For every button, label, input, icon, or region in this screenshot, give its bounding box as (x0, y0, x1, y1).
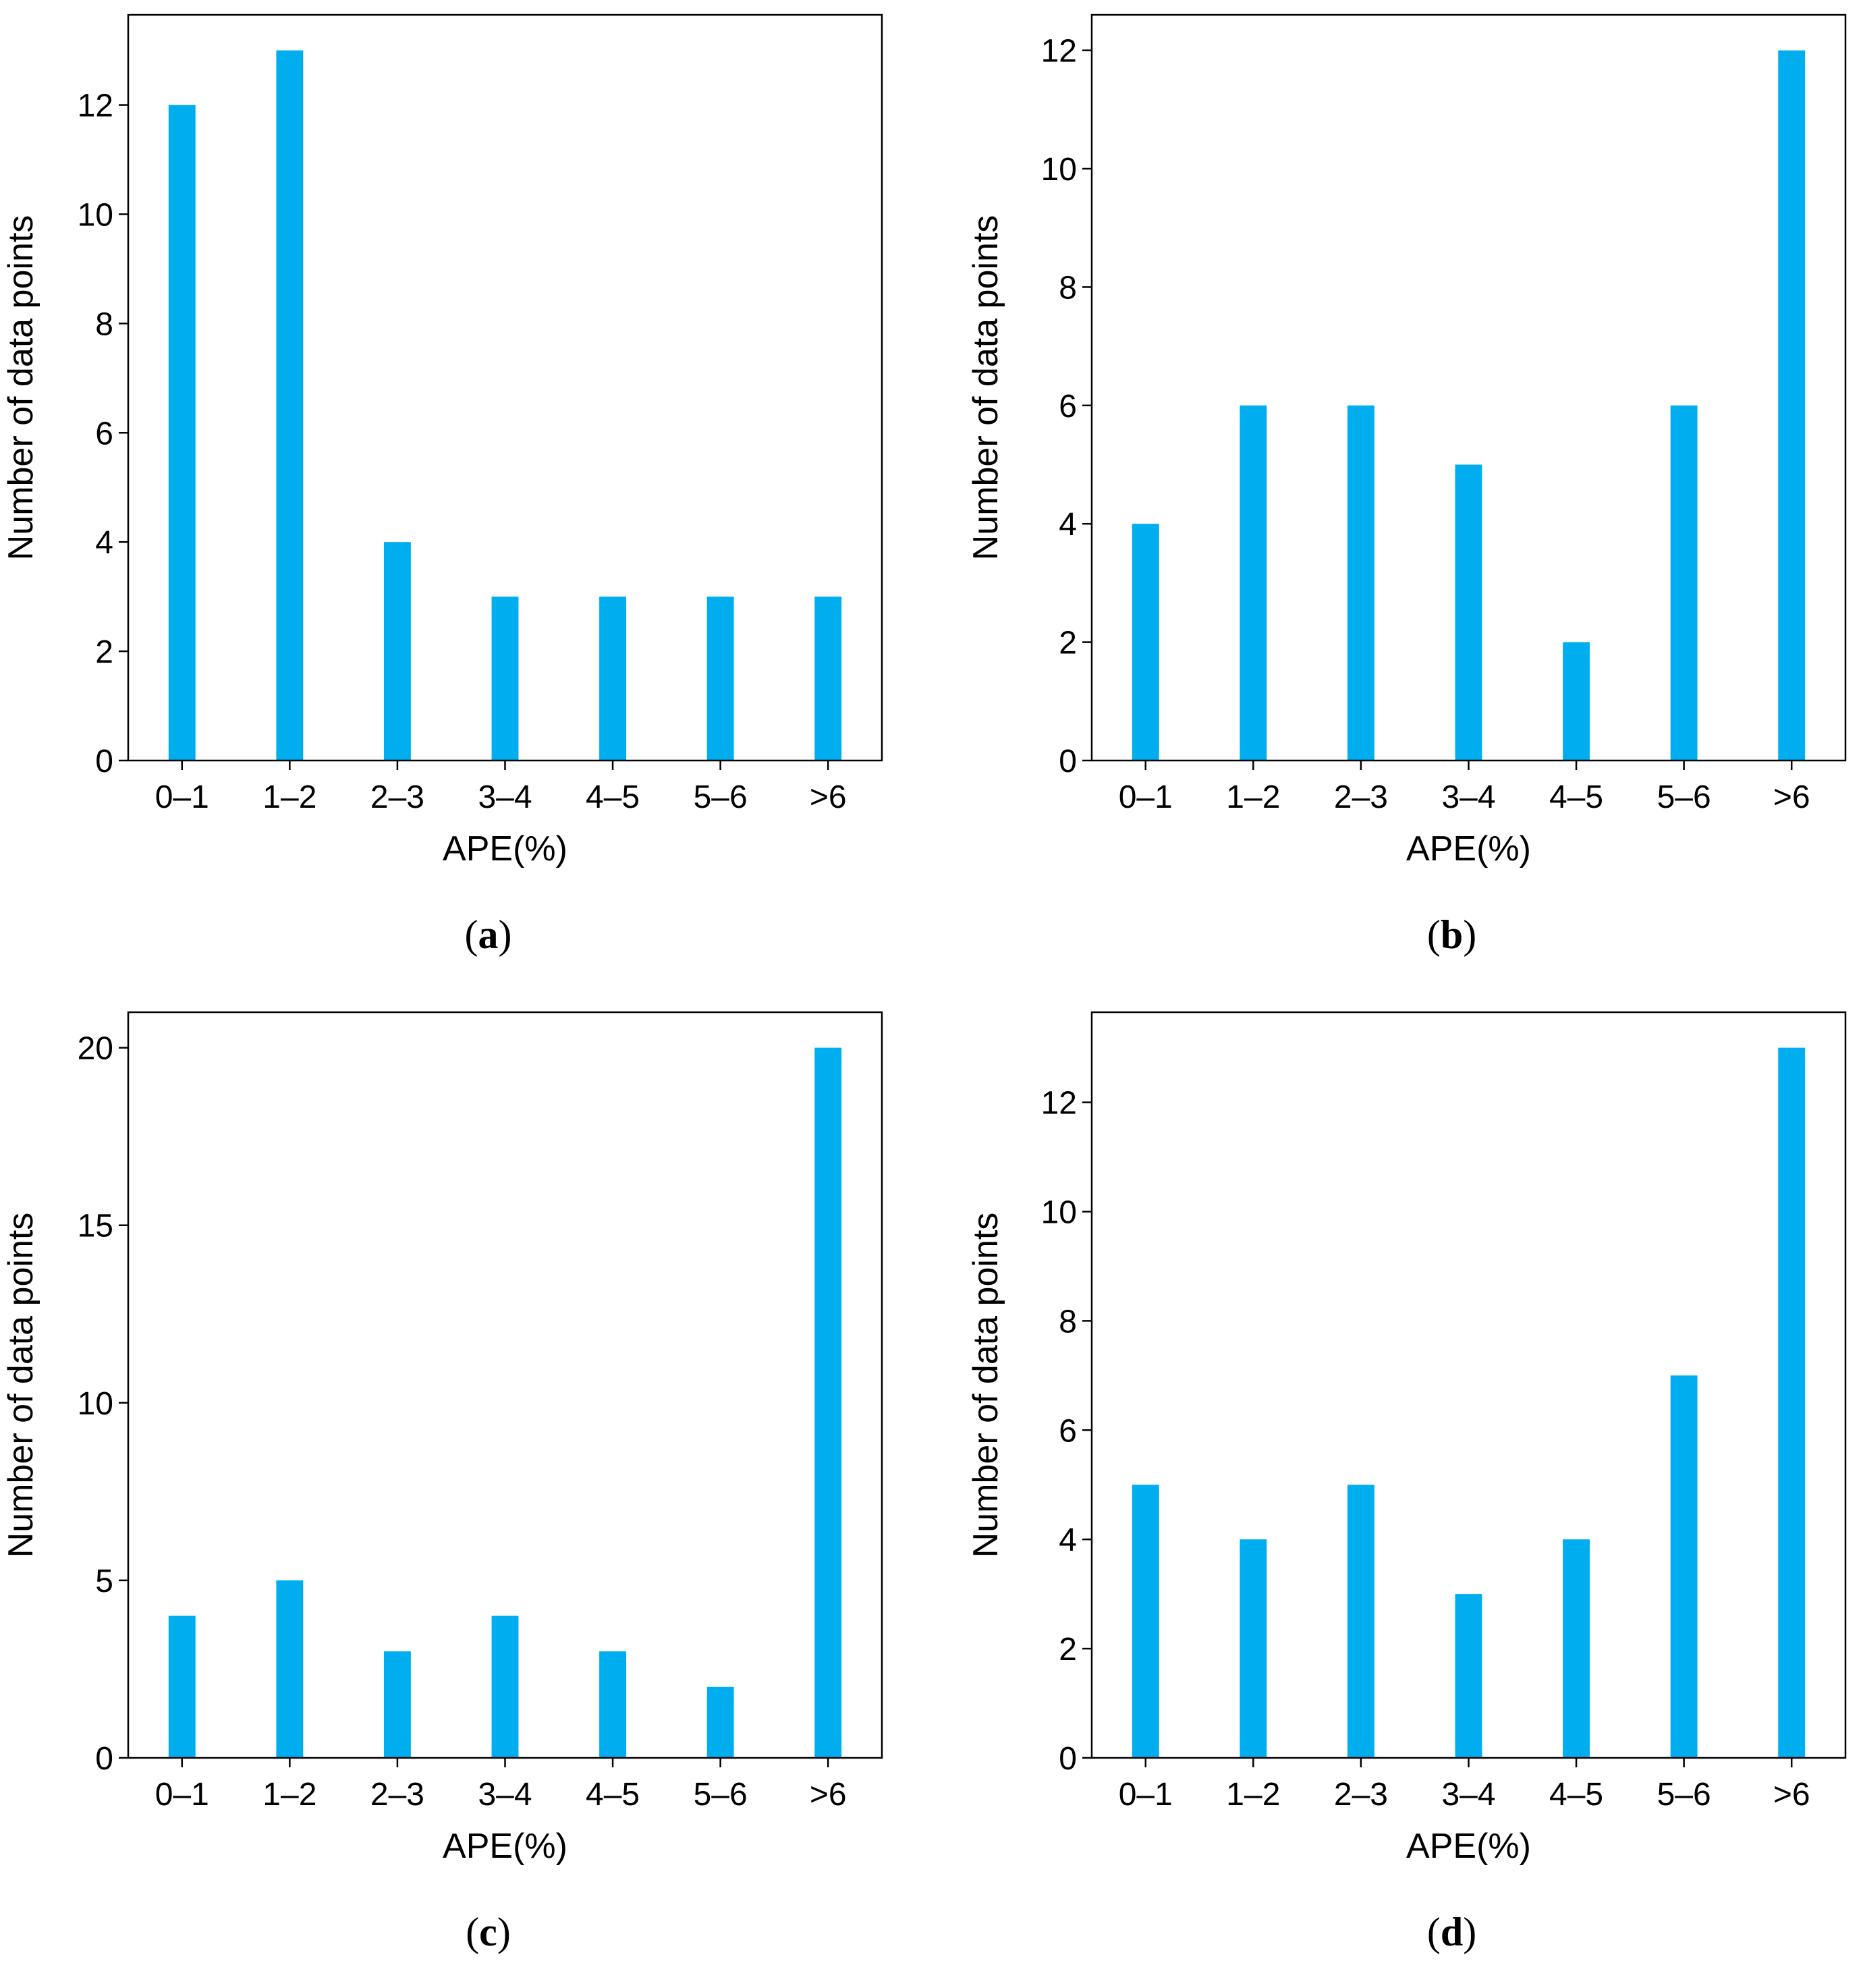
y-tick-label: 0 (95, 744, 113, 779)
y-tick-label: 12 (78, 88, 113, 124)
x-tick-label: 3–4 (478, 779, 532, 815)
bar-b-3 (1347, 405, 1374, 761)
y-tick-label: 8 (1059, 1304, 1077, 1340)
x-axis-title: APE(%) (1406, 829, 1531, 868)
x-tick-label: 1–2 (262, 779, 316, 815)
panel-label: (c) (466, 1910, 511, 1954)
y-axis-title: Number of data points (1, 215, 40, 561)
x-tick-label: 0–1 (155, 1777, 209, 1813)
x-tick-label: 4–5 (586, 1777, 640, 1813)
bar-c-6 (706, 1686, 734, 1758)
y-tick-label: 2 (1059, 1632, 1077, 1667)
y-tick-label: 2 (1059, 626, 1077, 661)
bar-a-7 (814, 597, 842, 761)
bar-b-6 (1670, 405, 1698, 761)
bar-b-5 (1563, 642, 1590, 761)
y-tick-label: 4 (1059, 507, 1077, 543)
bar-a-3 (383, 542, 411, 761)
y-tick-label: 0 (1059, 1741, 1077, 1777)
y-tick-label: 4 (95, 525, 113, 561)
chart-panel-d: 0 2 4 6 8 10 12 0–1 1–2 2–3 3–4 4–5 5–6 >6 APE(%) Numbe… (966, 1011, 1847, 1954)
panel-label: (d) (1427, 1910, 1476, 1954)
bar-a-5 (599, 597, 627, 761)
y-tick-label: 12 (1041, 34, 1077, 70)
x-tick-label: 1–2 (1226, 1777, 1280, 1813)
x-tick-label: >6 (1773, 1777, 1810, 1813)
chart-panel-c: 0 5 10 15 20 0–1 1–2 2–3 3–4 4–5 5–6 >6 APE(%) Number… (1, 1011, 883, 1954)
bar-a-4 (491, 597, 519, 761)
x-tick-label: 3–4 (1441, 1777, 1495, 1813)
panel-label: (b) (1427, 912, 1476, 957)
panel-label: (a) (465, 912, 512, 957)
x-tick-label: 2–3 (1334, 779, 1388, 815)
y-tick-label: 10 (78, 197, 113, 233)
bar-b-4 (1455, 464, 1482, 761)
y-axis-title: Number of data points (966, 1213, 1005, 1558)
chart-panel-b: 0 2 4 6 8 10 12 0–1 1–2 2–3 3–4 4–5 5–6 >6 APE(%) Numbe… (966, 13, 1847, 957)
x-tick-label: 5–6 (1657, 779, 1711, 815)
bar-c-3 (383, 1651, 411, 1758)
y-tick-label: 6 (95, 416, 113, 451)
bar-c-1 (168, 1616, 196, 1758)
x-tick-label: 2–3 (1334, 1777, 1388, 1813)
y-tick-label: 20 (78, 1031, 113, 1067)
bar-a-2 (276, 50, 304, 761)
y-axis-title: Number of data points (966, 215, 1005, 561)
x-tick-label: 5–6 (694, 779, 748, 815)
x-tick-label: 1–2 (1226, 779, 1280, 815)
bar-b-2 (1240, 405, 1267, 761)
bar-d-7 (1778, 1047, 1806, 1758)
y-tick-label: 12 (1041, 1086, 1077, 1122)
y-axis-title: Number of data points (1, 1213, 40, 1558)
x-tick-label: 0–1 (1119, 779, 1173, 815)
y-tick-label: 0 (95, 1741, 113, 1777)
x-tick-label: >6 (1773, 779, 1810, 815)
x-tick-label: 4–5 (1549, 779, 1603, 815)
x-tick-label: 5–6 (694, 1777, 748, 1813)
x-tick-label: 0–1 (1119, 1777, 1173, 1813)
bar-c-4 (491, 1616, 519, 1758)
bar-b-7 (1778, 50, 1806, 761)
x-tick-label: 1–2 (262, 1777, 316, 1813)
chart-panel-a: 0 2 4 6 8 10 12 0–1 1–2 2–3 3–4 4–5 5–6 >6 APE(%) Numbe… (1, 13, 883, 957)
bar-a-6 (706, 597, 734, 761)
bar-b-1 (1132, 524, 1159, 761)
bar-d-4 (1455, 1594, 1482, 1758)
y-tick-label: 4 (1059, 1522, 1077, 1558)
x-tick-label: 2–3 (370, 1777, 424, 1813)
x-tick-label: 3–4 (1441, 779, 1495, 815)
x-axis-title: APE(%) (443, 1827, 567, 1866)
y-tick-label: 2 (95, 634, 113, 670)
x-tick-label: 0–1 (155, 779, 209, 815)
x-tick-label: 4–5 (1549, 1777, 1603, 1813)
y-tick-label: 0 (1059, 744, 1077, 779)
y-tick-label: 5 (95, 1564, 113, 1599)
bar-d-3 (1347, 1485, 1374, 1758)
y-tick-label: 6 (1059, 1413, 1077, 1449)
y-tick-label: 10 (1041, 152, 1077, 188)
x-tick-label: 2–3 (370, 779, 424, 815)
x-axis-title: APE(%) (443, 829, 567, 868)
bar-c-2 (276, 1580, 304, 1758)
y-tick-label: 10 (1041, 1194, 1077, 1230)
x-tick-label: 5–6 (1657, 1777, 1711, 1813)
bar-d-1 (1132, 1485, 1159, 1758)
x-tick-label: 3–4 (478, 1777, 532, 1813)
bar-d-6 (1670, 1375, 1698, 1758)
bar-c-5 (599, 1651, 627, 1758)
x-tick-label: >6 (810, 1777, 847, 1813)
x-tick-label: >6 (810, 779, 847, 815)
y-tick-label: 8 (1059, 270, 1077, 306)
y-tick-label: 10 (78, 1386, 113, 1422)
x-tick-label: 4–5 (586, 779, 640, 815)
bar-c-7 (814, 1047, 842, 1758)
y-tick-label: 15 (78, 1209, 113, 1244)
y-tick-label: 6 (1059, 389, 1077, 424)
bar-d-5 (1563, 1539, 1590, 1758)
bar-a-1 (168, 105, 196, 761)
bar-d-2 (1240, 1539, 1267, 1758)
y-tick-label: 8 (95, 306, 113, 342)
x-axis-title: APE(%) (1406, 1827, 1531, 1866)
